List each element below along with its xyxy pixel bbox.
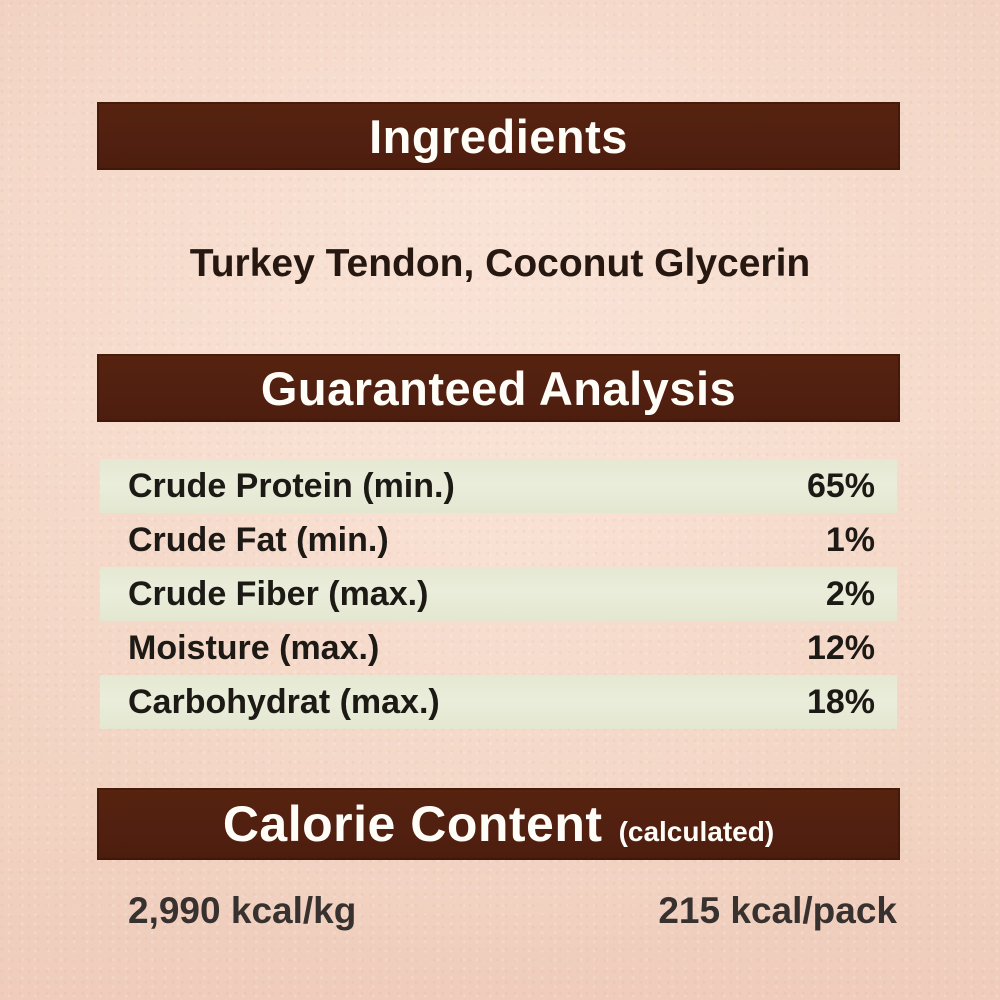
nutrient-value: 2%	[825, 574, 875, 613]
calorie-content-banner: Calorie Content (calculated)	[97, 788, 900, 860]
table-row: Crude Fiber (max.) 2%	[100, 567, 897, 621]
nutrient-label: Crude Protein (min.)	[128, 466, 455, 505]
nutrient-label: Moisture (max.)	[128, 628, 380, 667]
table-row: Crude Fat (min.) 1%	[100, 513, 897, 567]
table-row: Carbohydrat (max.) 18%	[100, 675, 897, 729]
calorie-per-pack: 215 kcal/pack	[658, 890, 897, 931]
nutrient-value: 12%	[806, 628, 875, 667]
table-row: Crude Protein (min.) 65%	[100, 459, 897, 513]
table-row: Moisture (max.) 12%	[100, 621, 897, 675]
nutrient-label: Crude Fiber (max.)	[128, 574, 429, 613]
nutrient-value: 1%	[825, 520, 875, 559]
nutrient-label: Crude Fat (min.)	[128, 520, 389, 559]
nutrient-value: 18%	[806, 682, 875, 721]
ingredients-banner: Ingredients	[97, 102, 900, 170]
nutrient-value: 65%	[806, 466, 875, 505]
guaranteed-analysis-table: Crude Protein (min.) 65% Crude Fat (min.…	[100, 459, 897, 729]
guaranteed-analysis-banner: Guaranteed Analysis	[97, 354, 900, 422]
calorie-content-title: Calorie Content	[222, 796, 603, 852]
calorie-per-kg: 2,990 kcal/kg	[128, 890, 357, 931]
calorie-values-row: 2,990 kcal/kg 215 kcal/pack	[128, 890, 897, 932]
ingredients-list: Turkey Tendon, Coconut Glycerin	[189, 242, 811, 285]
calorie-content-qualifier: (calculated)	[618, 816, 775, 847]
guaranteed-analysis-title: Guaranteed Analysis	[260, 361, 737, 415]
nutrient-label: Carbohydrat (max.)	[128, 682, 440, 721]
ingredients-title: Ingredients	[369, 109, 628, 163]
